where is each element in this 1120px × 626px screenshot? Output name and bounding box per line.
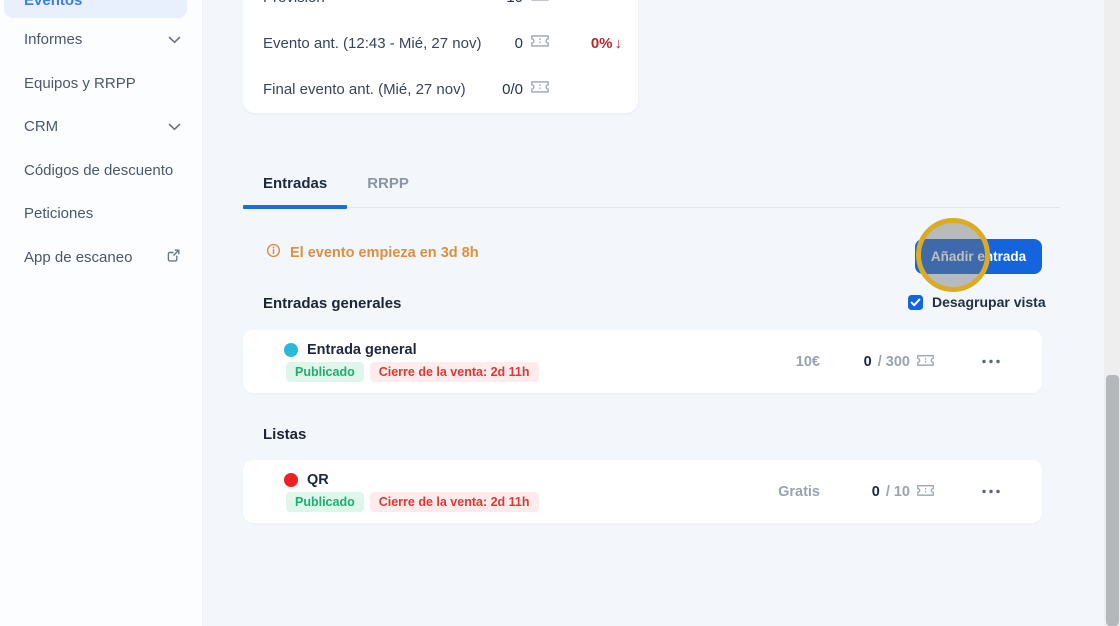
ticket-sold-count: 0 / 300 <box>820 353 940 371</box>
tabbar: Entradas RRPP <box>243 158 428 209</box>
ticket-name: QR <box>307 471 329 488</box>
sidebar-item-label: Eventos <box>24 0 83 9</box>
active-tab-underline <box>243 205 348 209</box>
scrollbar-track[interactable] <box>1104 0 1120 626</box>
stat-value: 0 <box>514 34 523 52</box>
section-title-listas: Listas <box>263 426 307 443</box>
sidebar-nav: Informes Equipos y RRPP CRM Códigos de d… <box>0 18 203 279</box>
sidebar-item-eventos[interactable]: Eventos <box>4 0 187 18</box>
stat-value: 0/0 <box>502 80 523 98</box>
more-options-button[interactable] <box>940 359 1042 364</box>
tab-entradas[interactable]: Entradas <box>243 158 348 209</box>
ticket-icon <box>916 483 935 501</box>
ticket-icon <box>530 33 550 53</box>
tabbar-divider <box>243 207 1060 208</box>
sidebar-item-label: Informes <box>24 31 83 49</box>
status-badge: Publicado <box>286 491 364 512</box>
chevron-down-icon <box>168 118 181 135</box>
sidebar: Eventos Informes Equipos y RRPP CRM Códi… <box>0 0 203 626</box>
ticket-row-qr[interactable]: QR Publicado Cierre de la venta: 2d 11h … <box>243 460 1042 523</box>
ticket-icon <box>916 353 935 371</box>
info-icon <box>266 243 281 263</box>
ticket-icon <box>530 79 550 99</box>
event-stats-card: Previsión 10 Evento ant. (12:43 - Mié, 2… <box>243 0 638 113</box>
stat-label: Previsión <box>263 0 325 6</box>
ungroup-checkbox[interactable] <box>908 294 923 310</box>
tab-label: RRPP <box>367 174 409 192</box>
tab-label: Entradas <box>263 174 328 192</box>
ticket-price: 10€ <box>795 353 820 370</box>
sale-closing-badge: Cierre de la venta: 2d 11h <box>369 361 539 382</box>
sidebar-item-label: Equipos y RRPP <box>24 74 136 92</box>
ticket-color-dot <box>284 342 298 357</box>
notice-text: El evento empieza en 3d 8h <box>290 245 479 261</box>
ungroup-view-control: Desagrupar vista <box>908 294 1046 310</box>
sidebar-item-peticiones[interactable]: Peticiones <box>0 192 203 236</box>
ticket-icon <box>530 0 550 7</box>
chevron-down-icon <box>168 31 181 48</box>
sale-closing-badge: Cierre de la venta: 2d 11h <box>369 491 539 512</box>
sidebar-item-crm[interactable]: CRM <box>0 105 203 149</box>
status-badge: Publicado <box>286 361 364 382</box>
scrollbar-thumb[interactable] <box>1105 375 1119 626</box>
sidebar-item-label: App de escaneo <box>24 248 133 266</box>
ungroup-checkbox-label[interactable]: Desagrupar vista <box>932 294 1046 310</box>
stat-row-final-evento: Final evento ant. (Mié, 27 nov) 0/0 <box>263 66 622 112</box>
ticket-row-entrada-general[interactable]: Entrada general Publicado Cierre de la v… <box>243 330 1042 393</box>
stat-label: Evento ant. (12:43 - Mié, 27 nov) <box>263 34 482 52</box>
stat-label: Final evento ant. (Mié, 27 nov) <box>263 80 466 98</box>
ticket-color-dot <box>284 472 298 487</box>
event-countdown-notice: El evento empieza en 3d 8h <box>266 243 479 263</box>
ticket-sold-count: 0 / 10 <box>820 483 940 501</box>
sidebar-item-informes[interactable]: Informes <box>0 18 203 62</box>
ticket-name: Entrada general <box>307 341 417 358</box>
tab-rrpp[interactable]: RRPP <box>348 158 428 208</box>
sidebar-item-codigos-descuento[interactable]: Códigos de descuento <box>0 149 203 193</box>
stat-row-prevision: Previsión 10 <box>263 0 622 20</box>
external-link-icon <box>166 248 181 267</box>
stat-row-evento-anterior: Evento ant. (12:43 - Mié, 27 nov) 0 0% ↓ <box>263 20 622 66</box>
sidebar-item-label: Códigos de descuento <box>24 161 174 179</box>
stat-value: 10 <box>506 0 523 6</box>
ticket-price: Gratis <box>778 483 820 500</box>
add-ticket-button[interactable]: Añadir entrada <box>915 239 1042 274</box>
sidebar-item-label: Peticiones <box>24 205 94 223</box>
section-title-entradas-generales: Entradas generales <box>263 295 402 312</box>
stat-delta-negative: 0% ↓ <box>590 34 623 52</box>
more-options-button[interactable] <box>940 489 1042 494</box>
sidebar-item-equipos-rrpp[interactable]: Equipos y RRPP <box>0 62 203 106</box>
sidebar-item-app-escaneo[interactable]: App de escaneo <box>0 236 203 280</box>
trend-down-icon: ↓ <box>614 34 623 52</box>
sidebar-item-label: CRM <box>24 118 59 136</box>
